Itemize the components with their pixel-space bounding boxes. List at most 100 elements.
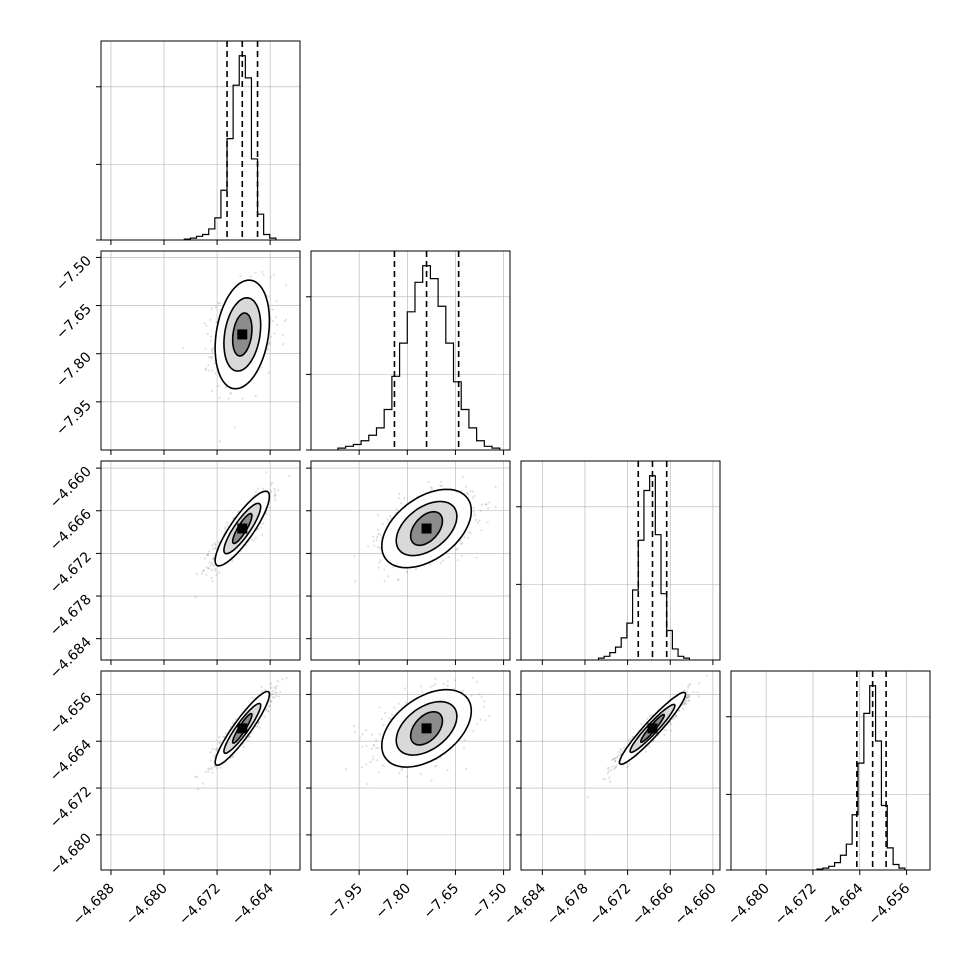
scatter-point xyxy=(223,526,227,529)
scatter-point xyxy=(448,555,451,558)
scatter-point xyxy=(273,493,276,496)
scatter-point xyxy=(383,568,386,571)
scatter-point xyxy=(273,686,276,689)
scatter-point xyxy=(395,508,398,511)
scatter-point xyxy=(483,700,486,703)
scatter-point xyxy=(207,550,210,553)
scatter-point xyxy=(207,554,210,557)
scatter-point xyxy=(229,725,232,728)
scatter-point xyxy=(462,746,466,749)
scatter-point xyxy=(419,773,423,776)
scatter-point xyxy=(405,775,408,778)
scatter-point xyxy=(211,580,214,583)
scatter-point xyxy=(676,715,679,718)
scatter-point xyxy=(211,347,214,350)
scatter-point xyxy=(697,682,701,685)
scatter-point xyxy=(260,685,263,688)
scatter-point xyxy=(462,689,465,692)
hist-panel-0 xyxy=(96,40,301,241)
scatter-point xyxy=(218,571,221,574)
scatter-point xyxy=(378,561,381,564)
scatter-point xyxy=(202,782,205,785)
xtick-label-col3-2: −4.664 xyxy=(819,880,867,928)
scatter-point xyxy=(259,526,263,529)
scatter-point xyxy=(372,758,375,761)
panel-1-0-frame xyxy=(100,250,301,451)
scatter-point xyxy=(472,506,475,509)
scatter-point xyxy=(475,680,478,683)
scatter-point xyxy=(271,690,274,693)
scatter-point xyxy=(194,595,197,598)
scatter-point xyxy=(218,741,222,744)
scatter-point xyxy=(275,695,278,698)
scatter-panel-3-2 xyxy=(520,670,721,871)
scatter-point xyxy=(268,506,272,509)
scatter-point xyxy=(415,568,418,571)
scatter-point xyxy=(672,718,675,721)
scatter-point xyxy=(204,557,207,560)
scatter-point xyxy=(365,763,368,766)
scatter-point xyxy=(466,492,469,495)
scatter-point xyxy=(252,539,255,542)
scatter-point xyxy=(241,397,244,400)
scatter-point xyxy=(209,318,212,321)
scatter-point xyxy=(197,788,200,791)
scatter-point xyxy=(400,502,403,505)
scatter-point xyxy=(623,747,626,750)
scatter-point xyxy=(377,747,380,750)
scatter-point xyxy=(685,696,688,699)
panel-3-2-points xyxy=(587,674,708,798)
panel-2-0-peak xyxy=(237,523,248,534)
scatter-point xyxy=(389,514,392,518)
scatter-point xyxy=(606,772,609,775)
scatter-point xyxy=(268,342,271,345)
scatter-point xyxy=(618,750,621,754)
scatter-point xyxy=(209,339,212,342)
scatter-point xyxy=(365,744,368,748)
scatter-point xyxy=(271,320,274,323)
scatter-point xyxy=(685,700,688,703)
scatter-point xyxy=(471,676,474,679)
scatter-point xyxy=(214,306,217,309)
scatter-point xyxy=(208,356,211,359)
ytick-label-row2-0: −4.684 xyxy=(47,634,95,682)
scatter-point xyxy=(626,766,629,769)
scatter-point xyxy=(257,528,260,531)
scatter-point xyxy=(253,493,256,496)
scatter-point xyxy=(683,689,686,692)
scatter-point xyxy=(267,710,270,713)
scatter-point xyxy=(683,702,686,705)
scatter-point xyxy=(446,769,449,772)
scatter-point xyxy=(267,371,270,374)
scatter-point xyxy=(271,481,274,485)
scatter-point xyxy=(494,486,497,489)
scatter-point xyxy=(463,536,466,539)
scatter-point xyxy=(272,692,275,695)
scatter-point xyxy=(651,740,654,743)
xtick-label-col2-4: −4.660 xyxy=(672,881,720,929)
panel-2-0-points xyxy=(194,471,291,598)
scatter-point xyxy=(487,507,490,510)
scatter-point xyxy=(398,772,401,775)
scatter-point xyxy=(619,753,622,756)
scatter-point xyxy=(278,695,281,698)
scatter-point xyxy=(430,779,433,782)
scatter-point xyxy=(231,756,234,759)
scatter-point xyxy=(281,333,284,336)
scatter-point xyxy=(615,764,618,767)
scatter-point xyxy=(213,765,216,768)
xtick-label-col3-1: −4.672 xyxy=(772,881,820,929)
scatter-point xyxy=(432,684,435,687)
xtick-label-col3-3: −4.656 xyxy=(865,880,913,928)
scatter-point xyxy=(294,654,296,656)
scatter-point xyxy=(439,561,442,564)
scatter-point xyxy=(234,718,237,721)
scatter-point xyxy=(421,690,424,694)
scatter-point xyxy=(440,484,443,487)
scatter-point xyxy=(387,575,390,578)
scatter-point xyxy=(367,545,370,548)
panel-3-0-frame xyxy=(100,670,301,871)
scatter-point xyxy=(266,347,269,350)
scatter-point xyxy=(207,770,210,773)
scatter-point xyxy=(604,778,607,781)
